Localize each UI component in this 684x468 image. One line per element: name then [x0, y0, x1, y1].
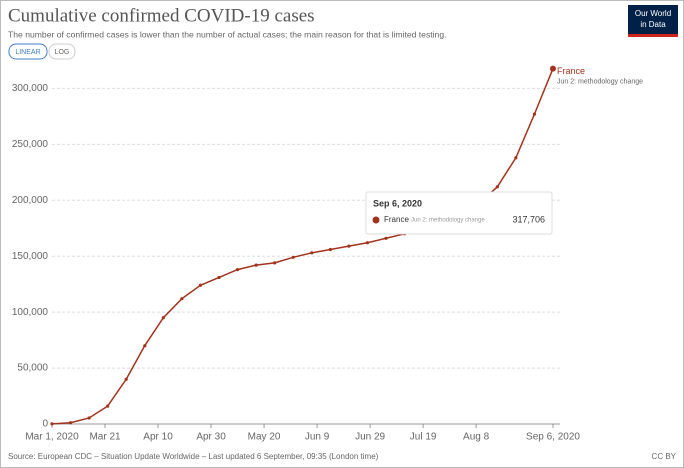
x-tick-label: Mar 21: [89, 432, 121, 443]
point: [514, 156, 518, 160]
x-tick-label: Mar 1, 2020: [25, 432, 79, 443]
point: [87, 416, 91, 420]
logo-stripe: [628, 34, 678, 37]
point: [254, 263, 258, 267]
x-tick-label: Jul 19: [410, 432, 437, 443]
source: Source: European CDC – Situation Update …: [8, 452, 379, 461]
linear-button-label[interactable]: LINEAR: [15, 49, 40, 56]
x-tick-label: Jun 29: [355, 432, 385, 443]
point: [217, 275, 221, 280]
chart-title: Cumulative confirmed COVID-19 cases: [8, 5, 315, 26]
y-tick-label: 150,000: [12, 251, 49, 262]
point: [365, 241, 370, 245]
logo-text: Our World: [635, 9, 671, 18]
logo[interactable]: [628, 5, 678, 37]
point: [328, 247, 332, 252]
point: [347, 244, 351, 248]
x-tick-label: Apr 30: [196, 432, 226, 443]
point: [143, 344, 147, 348]
series-label: France: [557, 66, 585, 76]
point: [198, 283, 203, 287]
tooltip-title: Sep 6, 2020: [373, 198, 422, 208]
point: [106, 404, 110, 408]
tooltip: Sep 6, 2020 France Jun 2: methodology chan…: [365, 191, 553, 235]
linear-button[interactable]: [8, 43, 48, 60]
tooltip-value: 317,706: [512, 214, 545, 224]
log-button-label[interactable]: LOG: [55, 49, 70, 56]
point: [161, 316, 165, 320]
point: [235, 268, 240, 272]
log-button[interactable]: [48, 43, 76, 60]
point: [180, 297, 184, 301]
x-tick-label: Jun 9: [305, 432, 330, 443]
license: CC BY: [652, 452, 677, 461]
y-tick-label: 100,000: [12, 307, 49, 318]
point: [291, 255, 295, 259]
point: [273, 261, 277, 265]
y-tick-label: 250,000: [12, 139, 49, 150]
y-tick-label: 0: [42, 419, 48, 430]
point: [310, 251, 314, 255]
point: [384, 236, 388, 240]
tooltip-note: Jun 2: methodology change: [411, 218, 485, 224]
x-tick-label: Aug 8: [463, 432, 490, 443]
tooltip-box: [365, 191, 553, 235]
tooltip-dot: [372, 216, 380, 224]
logo-text: in Data: [640, 20, 666, 29]
x-tick-label: May 20: [248, 432, 281, 443]
subtitle: The number of confirmed cases is lower t…: [8, 29, 447, 39]
point: [495, 185, 499, 189]
y-tick-label: 200,000: [12, 195, 49, 206]
tooltip-series: France: [384, 215, 409, 224]
y-tick-label: 300,000: [12, 83, 49, 94]
annotation: Jun 2: methodology change: [557, 78, 643, 85]
point: [550, 65, 556, 72]
x-tick-label: Apr 10: [143, 432, 173, 443]
y-tick-label: 50,000: [17, 363, 48, 374]
point: [532, 112, 537, 116]
point: [68, 421, 73, 425]
x-tick-label: Sep 6, 2020: [526, 432, 580, 443]
point: [50, 422, 54, 426]
point: [124, 377, 128, 381]
